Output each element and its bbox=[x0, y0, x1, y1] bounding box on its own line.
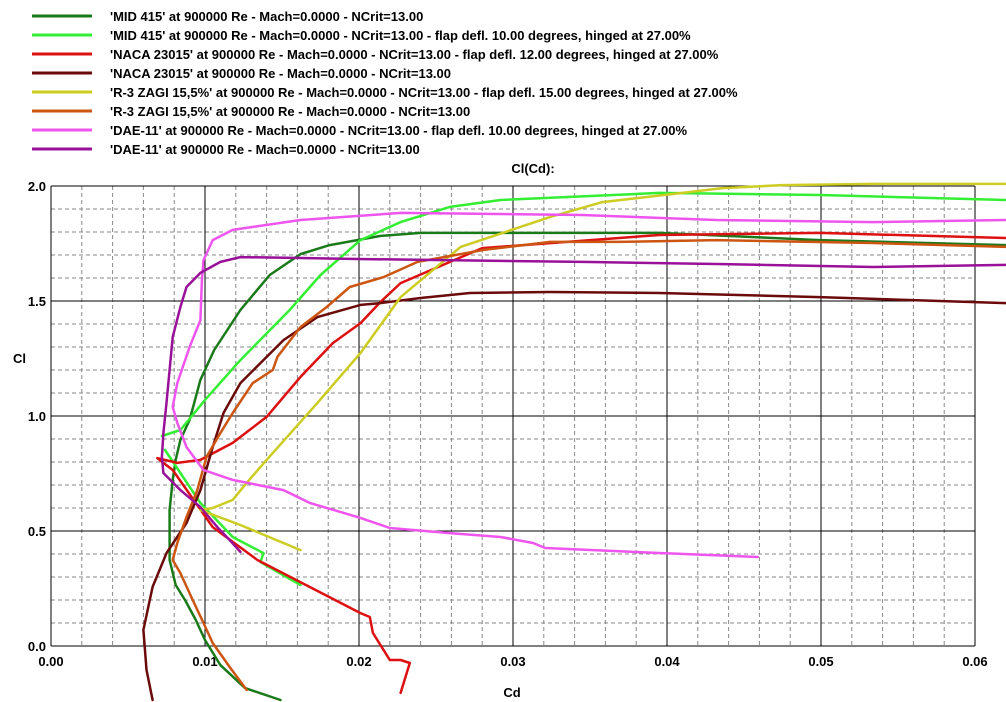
y-tick-label: 2.0 bbox=[28, 179, 46, 194]
x-tick-label: 0.05 bbox=[808, 654, 833, 669]
legend-label: 'NACA 23015' at 900000 Re - Mach=0.0000 … bbox=[110, 47, 719, 62]
y-tick-label: 0.0 bbox=[28, 639, 46, 654]
x-tick-label: 0.06 bbox=[962, 654, 987, 669]
legend-label: 'R-3 ZAGI 15,5%' at 900000 Re - Mach=0.0… bbox=[110, 104, 470, 119]
chart-title: Cl(Cd): bbox=[511, 161, 554, 176]
series-line bbox=[160, 191, 1006, 438]
y-tick-label: 1.0 bbox=[28, 409, 46, 424]
x-tick-label: 0.04 bbox=[654, 654, 680, 669]
series-line bbox=[171, 211, 1006, 559]
x-tick-label: 0.01 bbox=[192, 654, 217, 669]
x-tick-label: 0.00 bbox=[38, 654, 63, 669]
x-tick-label: 0.02 bbox=[346, 654, 371, 669]
legend-label: 'MID 415' at 900000 Re - Mach=0.0000 - N… bbox=[110, 28, 691, 43]
y-axis-label: Cl bbox=[13, 351, 26, 366]
series-line bbox=[171, 238, 1006, 692]
y-tick-label: 0.5 bbox=[28, 524, 46, 539]
x-axis-label: Cd bbox=[503, 685, 520, 700]
legend-label: 'NACA 23015' at 900000 Re - Mach=0.0000 … bbox=[110, 66, 451, 81]
legend-label: 'DAE-11' at 900000 Re - Mach=0.0000 - NC… bbox=[110, 142, 420, 157]
series-line bbox=[168, 231, 1006, 702]
series-line bbox=[199, 182, 1006, 552]
x-tick-label: 0.03 bbox=[500, 654, 525, 669]
series-line bbox=[142, 290, 1006, 702]
tick-labels: 0.00 0.01 0.02 0.03 0.04 0.05 0.06 0.0 0.5 1.0 1.5… bbox=[28, 179, 988, 669]
curves bbox=[142, 182, 1006, 702]
legend-label: 'R-3 ZAGI 15,5%' at 900000 Re - Mach=0.0… bbox=[110, 85, 738, 100]
legend-label: 'DAE-11' at 900000 Re - Mach=0.0000 - NC… bbox=[110, 123, 687, 138]
legend: 'MID 415' at 900000 Re - Mach=0.0000 - N… bbox=[32, 9, 738, 157]
series-line bbox=[156, 231, 1006, 695]
legend-label: 'MID 415' at 900000 Re - Mach=0.0000 - N… bbox=[110, 9, 423, 24]
series-line bbox=[160, 255, 1006, 554]
y-tick-label: 1.5 bbox=[28, 294, 46, 309]
